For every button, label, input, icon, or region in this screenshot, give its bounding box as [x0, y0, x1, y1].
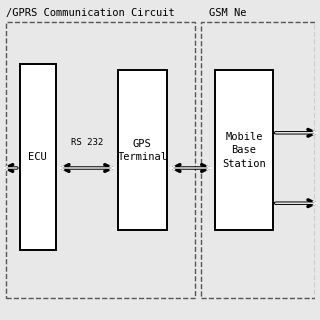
Bar [215, 70, 273, 230]
Text: /GPRS Communication Circuit: /GPRS Communication Circuit [6, 8, 174, 18]
Text: GSM Ne: GSM Ne [209, 8, 246, 18]
Bar [6, 22, 195, 298]
Bar [20, 64, 56, 250]
Text: Mobile
Base
Station: Mobile Base Station [222, 132, 266, 169]
Text: GPS
Terminal: GPS Terminal [117, 139, 167, 162]
Text: RS 232: RS 232 [71, 138, 103, 147]
Bar [201, 22, 315, 298]
Bar [118, 70, 167, 230]
Text: ECU: ECU [28, 152, 47, 162]
